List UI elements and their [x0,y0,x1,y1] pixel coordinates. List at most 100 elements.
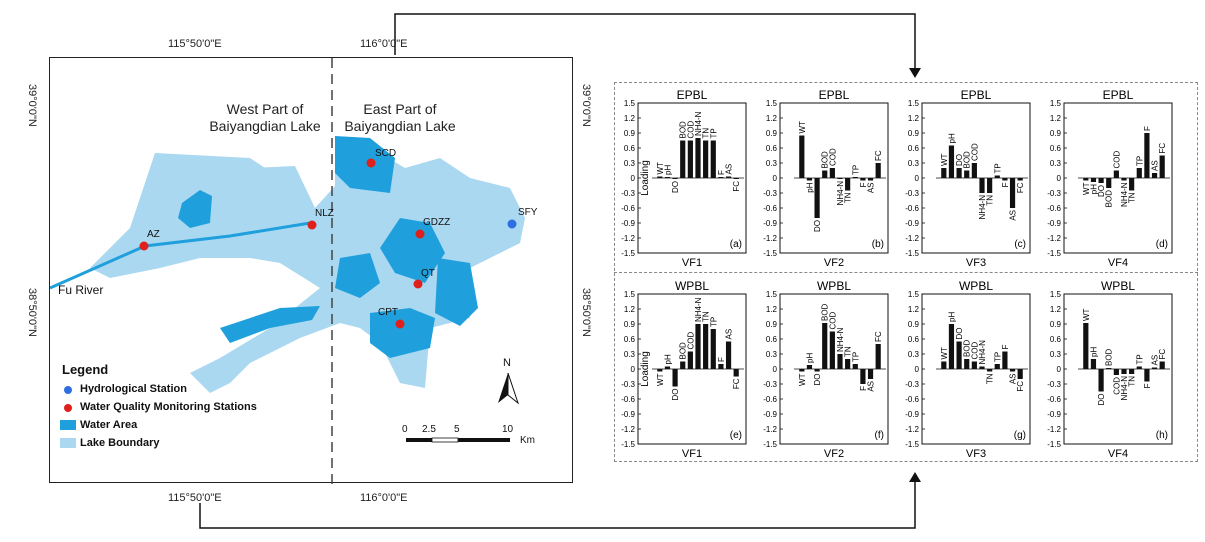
chart-b-ytick-label: 0.6 [766,144,778,153]
station-nlz-marker[interactable] [307,220,317,230]
chart-f-category-label: WT [798,373,807,386]
chart-g-panel-tag: (g) [1014,430,1026,441]
chart-h-bar-f [1144,369,1150,382]
chart-e-category-label: COD [686,332,695,350]
chart-h-category-label: TN [1128,376,1137,387]
chart-g-bar-fc [1017,369,1023,379]
water-quality-station-icon [64,404,72,412]
chart-a-bar-ph [664,177,671,178]
chart-e-ytick-label: 0 [631,365,636,374]
chart-a-bar-do [672,178,678,179]
chart-b-category-label: TN [844,192,853,203]
chart-f-bar-f [860,369,866,384]
chart-b-ytick-label: -0.3 [763,189,777,198]
scale-tick-0: 0 [402,424,408,435]
chart-e-ytick-label: -0.6 [621,395,635,404]
chart-f-ytick-label: -1.5 [763,440,777,449]
chart-d-bar-cod [1113,170,1119,178]
chart-c-ytick-label: -1.2 [905,234,919,243]
chart-e-bar-bod [680,361,686,369]
chart-g-ytick-label: -0.9 [905,410,919,419]
chart-e-bar-tn [703,324,709,369]
chart-f-ytick-label: 0 [773,365,778,374]
chart-c-ytick-label: 0.3 [908,159,920,168]
chart-c-bar-do [956,168,962,178]
map-canvas [50,58,525,484]
chart-b-title: EPBL [819,88,850,102]
chart-a-ytick-label: 0 [631,174,636,183]
chart-f-ytick-label: -0.6 [763,395,777,404]
chart-c-category-label: NH4-N [978,195,987,220]
station-az-marker[interactable] [139,241,149,251]
chart-d-bar-f [1144,133,1150,178]
chart-f-ytick-label: 0.3 [766,350,778,359]
chart-d-ytick-label: 0.9 [1050,129,1062,138]
station-sfy-marker[interactable] [507,219,517,229]
chart-a-category-label: BOD [679,121,688,139]
chart-g-ytick-label: -0.6 [905,395,919,404]
chart-f-xlabel: VF2 [824,448,844,460]
chart-e-ytick-label: 0.3 [624,350,636,359]
chart-h-category-label: F [1143,383,1152,388]
chart-h-bar-wt [1083,323,1089,369]
chart-a-bar-fc [733,178,739,179]
chart-c-ytick-label: -0.6 [905,204,919,213]
chart-b-bar-ph [806,178,813,181]
chart-e-xlabel: VF1 [682,448,702,460]
chart-c-ytick-label: 1.5 [908,99,920,108]
chart-b-bar-f [860,178,866,181]
chart-h-ytick-label: 0.9 [1050,320,1062,329]
chart-h-ytick-label: 0.3 [1050,350,1062,359]
chart-f-ytick-label: 1.2 [766,305,778,314]
east-part-label: East Part of Baiyangdian Lake [344,101,456,134]
chart-b-panel-tag: (b) [872,239,884,250]
station-cpt-marker[interactable] [395,319,405,329]
chart-h-ytick-label: -1.2 [1047,425,1061,434]
bottom-connector [199,482,916,529]
panel-divider [614,272,1198,273]
chart-d-bar-fc [1159,155,1165,178]
station-gdzz-marker[interactable] [415,229,425,239]
chart-a-bar-as [725,176,732,178]
chart-g-ytick-label: 1.5 [908,290,920,299]
chart-c-category-label: AS [1009,210,1018,221]
chart-a-category-label: TN [702,128,711,139]
chart-g-category-label: F [1001,345,1010,350]
water-area-scd [335,136,395,193]
chart-g-bar-tp [994,364,1000,369]
chart-e-bar-cod [687,351,693,369]
chart-e-ytick-label: -1.5 [621,440,635,449]
chart-b-category-label: F [859,182,868,187]
chart-f-category-label: DO [813,374,822,386]
chart-h-ytick-label: -0.9 [1047,410,1061,419]
chart-c-title: EPBL [961,88,992,102]
station-label-az: AZ [147,229,160,240]
chart-g-ytick-label: 0.3 [908,350,920,359]
chart-a-ytick-label: -1.5 [621,249,635,258]
chart-e-bar-f [718,364,724,369]
chart-g-ytick-label: -0.3 [905,380,919,389]
chart-a-ytick-label: -0.3 [621,189,635,198]
chart-h-bar-ph [1090,359,1097,369]
chart-b-ytick-label: -0.9 [763,219,777,228]
chart-f-ytick-label: 1.5 [766,290,778,299]
chart-b-bar-tn [845,178,851,191]
chart-g-ytick-label: 0 [915,365,920,374]
chart-a-category-label: F [717,170,726,175]
chart-d-bar-nh4n [1121,178,1127,181]
chart-h-ytick-label: -1.5 [1047,440,1061,449]
chart-h-category-label: pH [1089,347,1098,357]
chart-f-ytick-label: -0.9 [763,410,777,419]
chart-f-category-label: COD [828,312,837,330]
chart-g-title: WPBL [959,279,993,293]
chart-c-category-label: COD [970,143,979,161]
chart-b-bar-wt [799,135,805,178]
station-qt-marker[interactable] [413,279,423,289]
chart-h-category-label: TP [1135,354,1144,364]
station-scd-marker[interactable] [366,158,376,168]
chart-g-category-label: pH [947,312,956,322]
station-label-sfy: SFY [518,207,538,218]
chart-d-bar-do [1098,178,1104,183]
chart-f-category-label: FC [874,331,883,342]
legend-item-water-quality: Water Quality Monitoring Stations [80,401,257,413]
